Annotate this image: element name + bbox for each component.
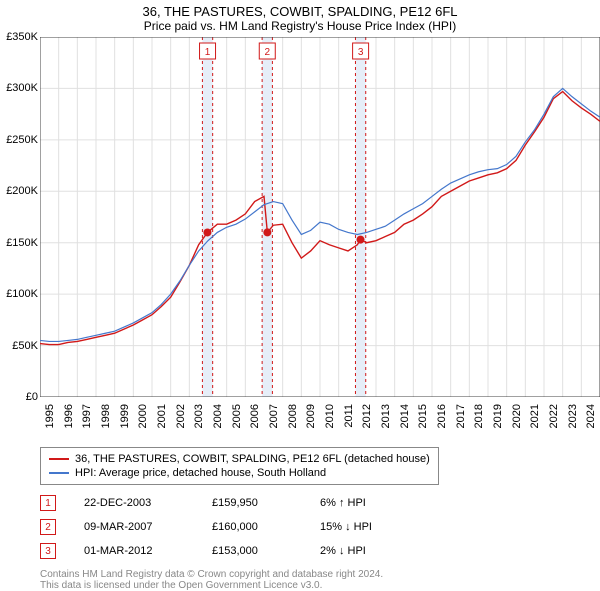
y-tick-label: £50K <box>12 340 38 352</box>
y-tick-label: £0 <box>26 391 38 403</box>
y-axis: £0£50K£100K£150K£200K£250K£300K£350K <box>0 37 38 397</box>
legend-swatch <box>49 458 69 460</box>
x-tick-label: 2009 <box>305 404 317 428</box>
x-tick-label: 2003 <box>193 404 205 428</box>
x-tick-label: 2008 <box>287 404 299 428</box>
x-tick-label: 2010 <box>324 404 336 428</box>
sale-marker: 3 <box>40 543 56 559</box>
sale-price: £153,000 <box>212 545 292 557</box>
chart-area: £0£50K£100K£150K£200K£250K£300K£350K 123 <box>40 37 600 397</box>
x-tick-label: 2017 <box>455 404 467 428</box>
x-tick-label: 2006 <box>249 404 261 428</box>
x-tick-label: 2002 <box>175 404 187 428</box>
sale-date: 09-MAR-2007 <box>84 521 184 533</box>
y-tick-label: £350K <box>6 31 38 43</box>
y-tick-label: £100K <box>6 288 38 300</box>
legend-row: HPI: Average price, detached house, Sout… <box>49 466 430 480</box>
x-tick-label: 2011 <box>343 404 355 428</box>
y-tick-label: £250K <box>6 134 38 146</box>
x-tick-label: 1997 <box>81 404 93 428</box>
svg-text:1: 1 <box>205 47 211 58</box>
x-tick-label: 2001 <box>156 404 168 428</box>
sale-row: 1 22-DEC-2003 £159,950 6% ↑ HPI <box>40 491 590 515</box>
chart-subtitle: Price paid vs. HM Land Registry's House … <box>0 19 600 37</box>
footer-line-1: Contains HM Land Registry data © Crown c… <box>40 569 590 580</box>
x-tick-label: 1998 <box>100 404 112 428</box>
legend-label: 36, THE PASTURES, COWBIT, SPALDING, PE12… <box>75 453 430 465</box>
x-tick-label: 2019 <box>492 404 504 428</box>
sale-row: 2 09-MAR-2007 £160,000 15% ↓ HPI <box>40 515 590 539</box>
x-tick-label: 2024 <box>585 404 597 428</box>
x-axis: 1995 1996 1997 1998 1999 2000 2001 2002 2003 2004… <box>40 400 600 440</box>
sale-date: 22-DEC-2003 <box>84 497 184 509</box>
y-tick-label: £150K <box>6 237 38 249</box>
y-tick-label: £300K <box>6 82 38 94</box>
x-tick-label: 1995 <box>44 404 56 428</box>
x-tick-label: 2016 <box>436 404 448 428</box>
legend-swatch <box>49 472 69 474</box>
x-tick-label: 2005 <box>231 404 243 428</box>
sale-marker: 1 <box>40 495 56 511</box>
x-tick-label: 1999 <box>119 404 131 428</box>
x-tick-label: 2022 <box>548 404 560 428</box>
x-tick-label: 2023 <box>567 404 579 428</box>
svg-text:3: 3 <box>358 47 364 58</box>
x-tick-label: 1996 <box>63 404 75 428</box>
svg-text:2: 2 <box>264 47 270 58</box>
x-tick-label: 2021 <box>529 404 541 428</box>
sale-delta: 6% ↑ HPI <box>320 497 366 509</box>
x-tick-label: 2000 <box>137 404 149 428</box>
footer: Contains HM Land Registry data © Crown c… <box>40 569 590 591</box>
sale-row: 3 01-MAR-2012 £153,000 2% ↓ HPI <box>40 539 590 563</box>
x-tick-label: 2018 <box>473 404 485 428</box>
x-tick-label: 2014 <box>399 404 411 428</box>
x-tick-label: 2007 <box>268 404 280 428</box>
chart-title: 36, THE PASTURES, COWBIT, SPALDING, PE12… <box>0 0 600 19</box>
x-tick-label: 2020 <box>511 404 523 428</box>
sale-marker: 2 <box>40 519 56 535</box>
legend: 36, THE PASTURES, COWBIT, SPALDING, PE12… <box>40 447 439 485</box>
x-tick-label: 2015 <box>417 404 429 428</box>
sale-date: 01-MAR-2012 <box>84 545 184 557</box>
x-tick-label: 2012 <box>361 404 373 428</box>
sale-delta: 15% ↓ HPI <box>320 521 372 533</box>
plot-svg: 1 2 3 <box>40 37 600 397</box>
x-tick-label: 2004 <box>212 404 224 428</box>
legend-row: 36, THE PASTURES, COWBIT, SPALDING, PE12… <box>49 452 430 466</box>
sale-price: £159,950 <box>212 497 292 509</box>
sale-delta: 2% ↓ HPI <box>320 545 366 557</box>
footer-line-2: This data is licensed under the Open Gov… <box>40 580 590 591</box>
sales-table: 1 22-DEC-2003 £159,950 6% ↑ HPI 2 09-MAR-2007… <box>40 491 590 563</box>
x-tick-label: 2013 <box>380 404 392 428</box>
sale-price: £160,000 <box>212 521 292 533</box>
legend-label: HPI: Average price, detached house, Sout… <box>75 467 326 479</box>
y-tick-label: £200K <box>6 185 38 197</box>
